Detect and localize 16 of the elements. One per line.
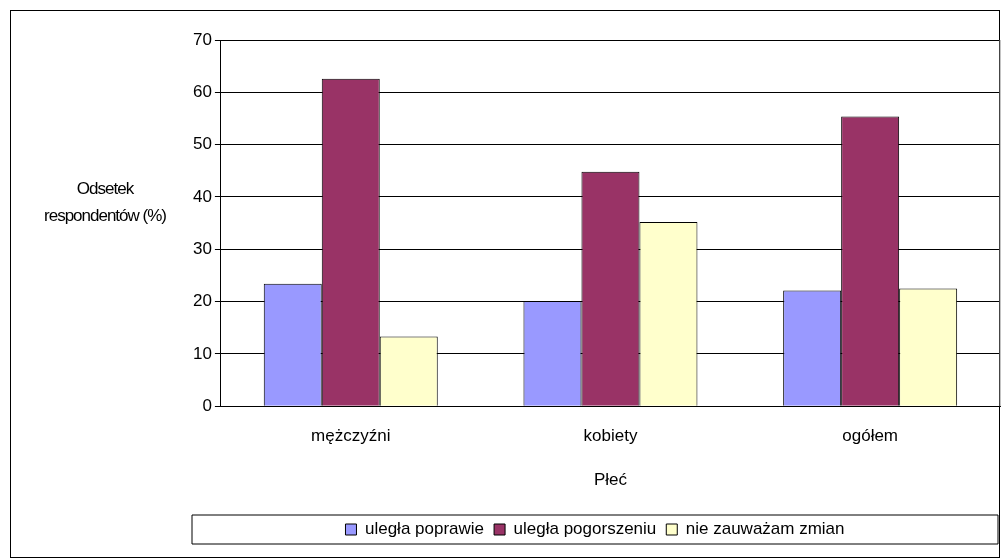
y-tick-label: 10: [192, 343, 212, 363]
x-tick-label: ogółem: [842, 426, 899, 446]
legend-label: uległa poprawie: [364, 519, 485, 539]
y-tick-label: 20: [192, 291, 212, 311]
y-tick-label: 60: [192, 82, 212, 101]
y-tick-label: 50: [192, 134, 212, 154]
x-tick-label: kobiety: [583, 426, 638, 446]
y-axis-title: Odsetek respondentów (%): [43, 178, 167, 227]
x-tick-label: mężczyźni: [311, 426, 391, 446]
legend-label: uległa pogorszeniu: [513, 519, 657, 539]
y-tick-label: 0: [202, 395, 212, 415]
y-tick-label: 40: [192, 186, 212, 206]
legend-label: nie zauważam zmian: [685, 519, 845, 539]
x-axis-title: Płeć: [593, 470, 628, 490]
y-tick-label: 30: [192, 238, 212, 258]
y-tick-label: 70: [192, 29, 212, 49]
